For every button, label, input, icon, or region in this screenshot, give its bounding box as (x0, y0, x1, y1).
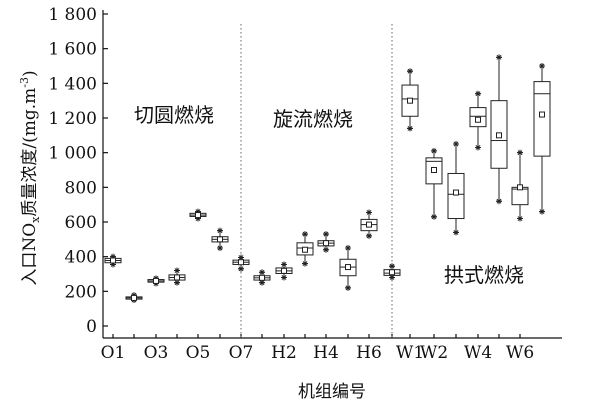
extreme-marker (453, 229, 459, 236)
x-tick-label: O5 (186, 343, 211, 363)
y-axis-label-part: -3 (18, 77, 31, 88)
extreme-marker (259, 279, 265, 286)
y-tick-label: 200 (65, 282, 97, 302)
y-axis-label: 入口NOx质量浓度/(mg.m-3) (18, 70, 42, 285)
mean-marker (153, 277, 159, 284)
x-tick-label: H6 (356, 343, 382, 363)
x-tick-label: O1 (101, 343, 126, 363)
mean-marker (389, 269, 395, 276)
x-tick-label: W2 (420, 343, 448, 363)
extreme-marker (407, 68, 413, 75)
box (533, 81, 551, 157)
x-axis-label: 机组编号 (298, 382, 366, 402)
y-tick-label: 400 (65, 248, 97, 268)
mean-marker (517, 184, 523, 191)
extreme-marker (174, 279, 180, 286)
x-tick-label: W6 (506, 343, 534, 363)
mean-marker (131, 294, 137, 301)
extreme-marker (217, 245, 223, 251)
extreme-marker (431, 213, 437, 220)
extreme-marker (238, 254, 244, 261)
group-label: 拱式燃烧 (444, 263, 524, 287)
mean-marker (302, 246, 308, 253)
extreme-marker (110, 261, 116, 268)
y-tick-label: 600 (65, 213, 97, 233)
extreme-marker (517, 215, 523, 222)
extreme-marker (302, 231, 308, 238)
extreme-marker (539, 63, 545, 69)
mean-marker (431, 167, 437, 173)
extreme-marker (389, 263, 395, 270)
extreme-marker (281, 274, 287, 281)
mean-marker (475, 116, 481, 123)
mean-marker (539, 111, 545, 118)
y-tick-label: 1 800 (48, 5, 97, 25)
extreme-marker (475, 90, 481, 97)
extreme-marker (345, 245, 351, 251)
extreme-marker (195, 215, 201, 222)
y-tick-label: 1 200 (48, 109, 97, 129)
extreme-marker (217, 227, 223, 234)
mean-marker (323, 240, 329, 247)
extreme-marker (174, 267, 180, 274)
plot-area: 0 200 400 600 800 1 000 1 200 1 400 1 600 1 800 O1… (18, 5, 562, 402)
y-axis-label-part: ) (20, 70, 40, 77)
mean-marker (345, 264, 351, 271)
box (447, 172, 465, 220)
group-label: 切圆燃烧 (134, 103, 214, 127)
y-tick-label: 1 400 (48, 74, 97, 94)
mean-marker (496, 132, 502, 139)
y-tick-label: 1 000 (48, 144, 97, 164)
extreme-marker (517, 149, 523, 156)
x-tick-label: O3 (144, 343, 169, 363)
mean-marker (217, 236, 223, 243)
mean-marker (366, 221, 372, 228)
group-label: 旋流燃烧 (273, 107, 353, 131)
mean-marker (174, 274, 180, 281)
extreme-marker (431, 147, 437, 154)
extreme-marker (496, 54, 502, 61)
extreme-marker (238, 265, 244, 272)
mean-marker (195, 212, 201, 219)
x-tick-label: W1 (396, 343, 424, 363)
mean-marker (453, 189, 459, 196)
x-tick-label: H2 (271, 343, 297, 363)
extreme-marker (475, 144, 481, 151)
extreme-marker (366, 232, 372, 239)
extreme-marker (281, 261, 287, 268)
extreme-marker (389, 274, 395, 281)
extreme-marker (302, 260, 308, 267)
y-tick-label: 800 (65, 178, 97, 198)
y-tick-label: 1 600 (48, 40, 97, 60)
x-tick-label: W4 (464, 343, 492, 363)
extreme-marker (345, 284, 351, 291)
extreme-marker (496, 198, 502, 205)
extreme-marker (323, 231, 329, 238)
extreme-marker (453, 141, 459, 147)
y-tick-label: 0 (86, 317, 97, 337)
y-axis-label-part: x (29, 216, 42, 223)
mean-marker (238, 259, 244, 266)
extreme-marker (323, 246, 329, 253)
x-tick-label: H4 (313, 343, 339, 363)
mean-marker (259, 274, 265, 281)
mean-marker (110, 257, 116, 264)
extreme-marker (366, 209, 372, 216)
y-axis-label-part: 入口NO (20, 223, 40, 286)
extreme-marker (110, 253, 116, 260)
mean-marker (407, 97, 413, 104)
extreme-marker (259, 269, 265, 276)
x-tick-label: O7 (229, 343, 254, 363)
extreme-marker (195, 208, 201, 215)
extreme-marker (407, 125, 413, 132)
mean-marker (281, 267, 287, 274)
y-axis-label-part: 质量浓度/(mg.m (20, 88, 40, 217)
extreme-marker (539, 208, 545, 215)
